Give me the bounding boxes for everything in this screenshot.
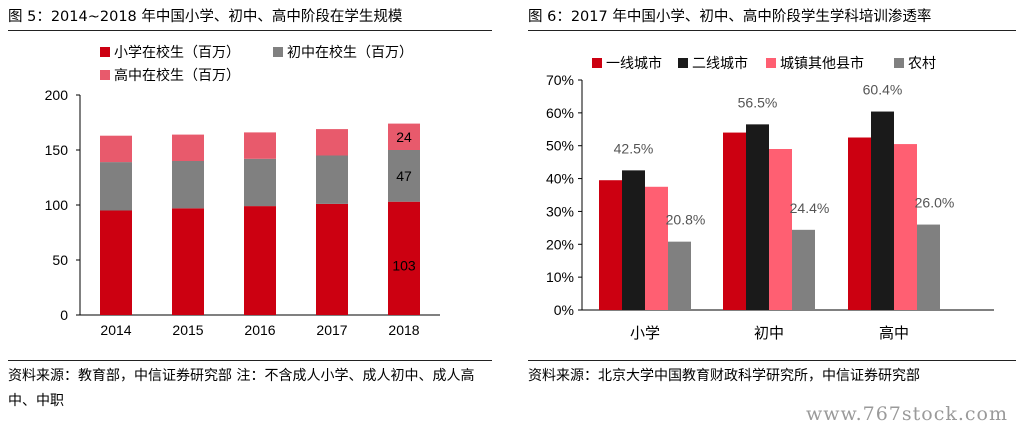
right-source-note: 资料来源：北京大学中国教育财政科学研究所，中信证券研究部 [528, 368, 920, 384]
legend-swatch-left-1 [273, 47, 283, 57]
bar-高中-series-3 [917, 224, 940, 310]
legend-swatch-left-0 [100, 47, 110, 57]
right-title-rule [528, 30, 1016, 31]
right-data-label-tier2-1: 56.5% [738, 94, 778, 110]
bar-初中-series-0 [723, 132, 746, 310]
left-y-tick-label-4: 200 [45, 87, 69, 103]
legend-label-left-1: 初中在校生（百万） [287, 44, 413, 61]
left-x-tick-label-2017: 2017 [316, 322, 347, 338]
left-x-tick-label-2018: 2018 [388, 322, 419, 338]
left-data-label-0: 24 [396, 129, 412, 145]
bar-2014-series-2 [100, 135, 132, 163]
left-y-tick-label-2: 100 [45, 197, 69, 213]
legend-swatch-right-3 [894, 58, 904, 68]
right-x-tick-label-1: 初中 [754, 324, 784, 342]
bar-小学-series-3 [668, 241, 691, 310]
bar-2016-series-1 [244, 158, 276, 207]
left-y-tick-label-0: 0 [60, 307, 68, 323]
right-y-tick-label-4: 40% [546, 171, 574, 187]
left-data-label-1: 47 [396, 168, 412, 184]
left-stacked-bar-chart: 小学在校生（百万） 初中在校生（百万） 高中在校生（百万） 0 50 100 150 200 2… [45, 44, 440, 338]
bar-2014-series-0 [100, 210, 132, 315]
right-grouped-bar-chart: 一线城市 二线城市 城镇其他县市 农村 0% 10% 20% 30% 40% 50% 60% 70% 小… [546, 55, 994, 342]
left-y-tick-label-1: 50 [52, 252, 68, 268]
right-data-label-tier2-2: 60.4% [863, 82, 903, 98]
legend-label-right-1: 二线城市 [692, 55, 748, 72]
bar-2017-series-2 [316, 129, 348, 156]
bar-2016-series-0 [244, 206, 276, 315]
right-figure-title: 图 6：2017 年中国小学、初中、高中阶段学生学科培训渗透率 [528, 9, 932, 25]
bar-2015-series-2 [172, 134, 204, 161]
right-y-tick-label-2: 20% [546, 236, 574, 252]
right-y-tick-label-3: 30% [546, 203, 574, 219]
legend-label-right-2: 城镇其他县市 [780, 55, 864, 72]
left-data-label-2: 103 [392, 257, 416, 273]
bar-2015-series-0 [172, 208, 204, 315]
bar-初中-series-3 [792, 229, 815, 310]
watermark: www.767stock.com [806, 403, 1008, 425]
right-y-tick-label-7: 70% [546, 72, 574, 88]
legend-label-left-0: 小学在校生（百万） [114, 44, 240, 61]
right-figure-panel: 图 6：2017 年中国小学、初中、高中阶段学生学科培训渗透率 一线城市 二线城市… [520, 0, 1024, 431]
bar-初中-series-1 [746, 124, 769, 310]
left-x-tick-label-2015: 2015 [172, 322, 203, 338]
bar-小学-series-0 [599, 180, 622, 310]
right-data-label-rural-1: 24.4% [790, 200, 830, 216]
left-x-tick-label-2016: 2016 [244, 322, 275, 338]
bar-高中-series-0 [848, 137, 871, 310]
legend-label-right-3: 农村 [908, 56, 936, 72]
left-title-rule [8, 30, 492, 31]
bar-2018-series-2 [388, 123, 420, 150]
left-source-note: 资料来源：教育部，中信证券研究部 注：不含成人小学、成人初中、成人高中、中职 [8, 368, 475, 409]
bar-高中-series-1 [871, 111, 894, 311]
left-y-tick-label-3: 150 [45, 142, 69, 158]
bar-2018-series-1 [388, 150, 420, 202]
bar-2016-series-2 [244, 132, 276, 159]
right-y-tick-label-5: 50% [546, 138, 574, 154]
left-figure-title: 图 5：2014~2018 年中国小学、初中、高中阶段在学生规模 [8, 9, 403, 25]
right-x-tick-label-2: 高中 [879, 324, 909, 342]
bar-小学-series-2 [645, 186, 668, 310]
bar-初中-series-2 [769, 149, 792, 310]
left-x-tick-label-2014: 2014 [100, 322, 131, 338]
right-source-rule [528, 360, 1016, 361]
bar-小学-series-1 [622, 170, 645, 310]
legend-swatch-right-0 [592, 58, 602, 68]
bar-2014-series-1 [100, 162, 132, 211]
right-y-tick-label-1: 10% [546, 269, 574, 285]
legend-label-right-0: 一线城市 [606, 55, 662, 72]
right-y-tick-label-6: 60% [546, 105, 574, 121]
right-y-tick-label-0: 0% [554, 302, 574, 318]
legend-label-left-2: 高中在校生（百万） [114, 67, 240, 84]
right-x-tick-label-0: 小学 [630, 324, 660, 342]
legend-swatch-left-2 [100, 70, 110, 80]
bar-2017-series-1 [316, 155, 348, 204]
left-figure-panel: 图 5：2014~2018 年中国小学、初中、高中阶段在学生规模 小学在校生（百… [0, 0, 500, 431]
right-data-label-rural-2: 26.0% [915, 195, 955, 211]
right-data-label-tier2-0: 42.5% [614, 140, 654, 156]
bar-高中-series-2 [894, 144, 917, 310]
bar-2017-series-0 [316, 203, 348, 315]
right-data-label-rural-0: 20.8% [666, 212, 706, 228]
bar-2015-series-1 [172, 161, 204, 209]
legend-swatch-right-1 [678, 58, 688, 68]
legend-swatch-right-2 [766, 58, 776, 68]
bar-2018-series-0 [388, 201, 420, 315]
left-source-rule [8, 360, 492, 361]
